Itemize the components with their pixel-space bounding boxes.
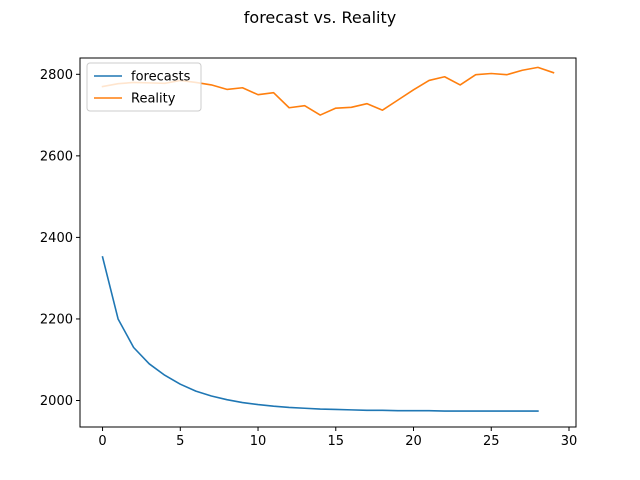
x-tick-label: 30 bbox=[561, 434, 578, 449]
legend: forecasts Reality bbox=[86, 62, 202, 112]
x-tick-label: 15 bbox=[328, 434, 345, 449]
axes-frame bbox=[79, 57, 577, 428]
x-tick-label: 10 bbox=[250, 434, 267, 449]
legend-box bbox=[86, 62, 202, 112]
y-tick-label: 2200 bbox=[40, 312, 73, 327]
series-line-forecasts bbox=[101, 255, 539, 412]
y-tick-label: 2400 bbox=[40, 231, 73, 246]
legend-label: forecasts bbox=[131, 70, 191, 85]
chart-title: forecast vs. Reality bbox=[244, 8, 396, 27]
x-tick-label: 5 bbox=[176, 434, 184, 449]
x-tick-label: 25 bbox=[483, 434, 500, 449]
x-tick-label: 20 bbox=[405, 434, 422, 449]
y-axis: 2000 2200 2400 2600 2800 bbox=[40, 68, 80, 409]
y-tick-label: 2000 bbox=[40, 394, 73, 409]
series-layer bbox=[101, 66, 555, 412]
y-tick-label: 2800 bbox=[40, 68, 73, 83]
y-tick-label: 2600 bbox=[40, 149, 73, 164]
x-tick-label: 0 bbox=[98, 434, 106, 449]
x-axis: 0 5 10 15 20 25 30 bbox=[98, 427, 577, 449]
legend-label: Reality bbox=[131, 92, 176, 107]
